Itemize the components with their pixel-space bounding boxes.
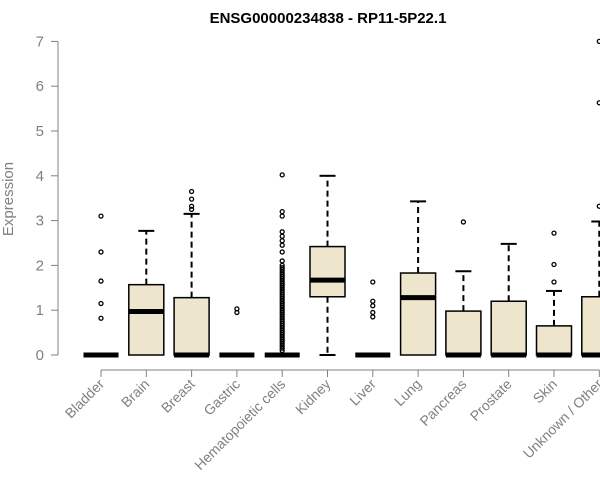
- outlier-point: [188, 203, 195, 209]
- x-tick-label: Prostate: [467, 376, 515, 424]
- x-tick-label: Unknown / Other: [520, 376, 600, 462]
- y-tick-label: 0: [36, 347, 44, 364]
- x-tick-label: Bladder: [62, 376, 108, 422]
- outlier-point: [279, 345, 285, 351]
- x-tick-label: Liver: [346, 376, 379, 409]
- outlier-point: [370, 298, 376, 304]
- box-body: [581, 296, 600, 356]
- outlier-point: [188, 188, 195, 195]
- outlier-point: [98, 249, 104, 255]
- outlier-point: [98, 213, 104, 219]
- outlier-point: [279, 347, 285, 354]
- outlier-point: [551, 230, 557, 236]
- box-pancreas: [445, 219, 482, 358]
- y-axis-label: Expression: [0, 162, 17, 236]
- y-tick-label: 1: [36, 302, 44, 319]
- box-body: [399, 272, 437, 356]
- box-body: [309, 245, 346, 298]
- y-axis: 0 1 2 3 4 5 6 7: [36, 33, 59, 364]
- outlier-point: [279, 249, 285, 255]
- box-skin: [535, 230, 573, 358]
- boxes-group: [83, 38, 600, 358]
- x-tick-label: Pancreas: [416, 376, 469, 429]
- y-tick-label: 5: [36, 123, 44, 140]
- outlier-point: [596, 203, 600, 209]
- outlier-point: [596, 38, 600, 45]
- outlier-point: [279, 258, 285, 264]
- outlier-point: [98, 300, 104, 307]
- x-tick-label: Gastric: [200, 376, 243, 419]
- outlier-point: [234, 309, 240, 316]
- x-tick-label: Skin: [530, 376, 561, 407]
- box-breast: [173, 188, 210, 358]
- chart-title: ENSG00000234838 - RP11-5P22.1: [210, 10, 447, 27]
- outlier-point: [188, 206, 195, 213]
- box-body: [490, 300, 527, 356]
- box-gastric: [219, 306, 255, 358]
- box-unknown-other: [581, 38, 600, 358]
- outlier-point: [551, 279, 557, 285]
- outlier-point: [370, 279, 376, 285]
- x-tick-label: Kidney: [292, 376, 334, 418]
- outlier-point: [370, 303, 376, 309]
- outlier-point: [279, 238, 285, 244]
- outlier-point: [460, 219, 467, 225]
- x-tick-label: Breast: [158, 376, 198, 416]
- outlier-point: [98, 278, 104, 284]
- outlier-point: [596, 100, 600, 106]
- box-kidney: [309, 174, 346, 356]
- y-tick-label: 3: [36, 213, 44, 230]
- box-lung: [399, 200, 437, 356]
- outlier-point: [551, 261, 557, 268]
- outlier-point: [370, 309, 376, 316]
- x-tick-label: Brain: [118, 376, 152, 410]
- outlier-point: [370, 314, 376, 320]
- outlier-point: [98, 315, 104, 321]
- box-brain: [128, 229, 165, 356]
- y-tick-label: 2: [36, 257, 44, 274]
- box-liver: [355, 279, 391, 358]
- outlier-point: [279, 229, 285, 235]
- outlier-point: [279, 172, 285, 178]
- box-body: [128, 283, 165, 356]
- outlier-point: [279, 208, 285, 215]
- outlier-point: [279, 213, 285, 219]
- outlier-point: [188, 196, 195, 202]
- x-tick-label: Lung: [391, 376, 424, 409]
- box-bladder: [83, 213, 119, 358]
- y-tick-label: 6: [36, 78, 44, 95]
- box-body: [445, 310, 482, 356]
- y-tick-label: 7: [36, 33, 44, 50]
- box-prostate: [490, 242, 527, 358]
- box-hematopoietic-cells: [264, 172, 300, 358]
- y-tick-label: 4: [36, 168, 44, 185]
- box-body: [173, 296, 210, 356]
- outlier-point: [279, 242, 285, 248]
- outlier-point: [279, 233, 285, 239]
- box-body: [535, 325, 573, 356]
